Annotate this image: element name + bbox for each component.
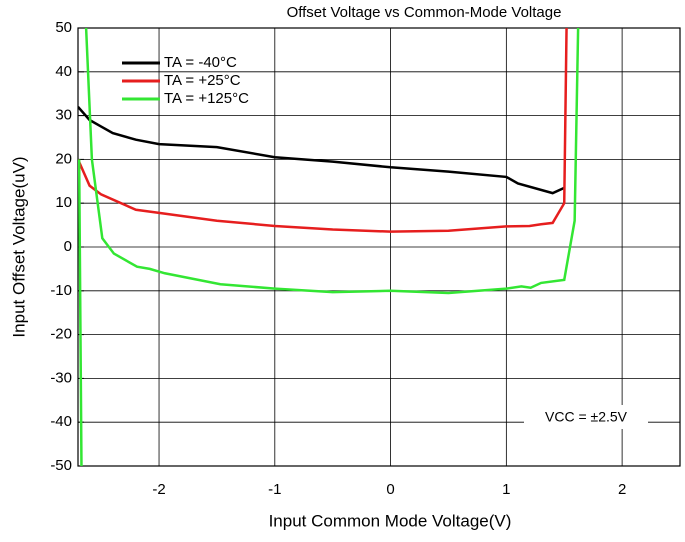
legend-label: TA = -40°C <box>164 54 237 71</box>
annotation-bg <box>524 405 648 429</box>
y-tick-label: 30 <box>55 107 72 124</box>
y-tick-label: 0 <box>64 238 72 255</box>
plot-frame <box>77 27 681 467</box>
series-line <box>78 28 568 233</box>
x-tick-label: 0 <box>386 481 394 498</box>
x-tick-label: -1 <box>268 481 281 498</box>
y-tick-label: 40 <box>55 63 72 80</box>
y-tick-label: -40 <box>50 413 72 430</box>
y-tick-label: -10 <box>50 282 72 299</box>
legend-label: TA = +25°C <box>164 72 241 89</box>
x-tick-label: -2 <box>152 481 165 498</box>
x-axis-label: Input Common Mode Voltage(V) <box>269 511 512 530</box>
y-tick-label: -50 <box>50 457 72 474</box>
y-axis-label: Input Offset Voltage(uV) <box>9 156 28 337</box>
series-line <box>78 28 580 466</box>
chart-title: Offset Voltage vs Common-Mode Voltage <box>287 4 562 21</box>
y-tick-label: -20 <box>50 326 72 343</box>
y-tick-label: 50 <box>55 19 72 36</box>
plot-area <box>78 28 580 466</box>
x-tick-label: 1 <box>502 481 510 498</box>
y-tick-label: 20 <box>55 150 72 167</box>
series-line <box>78 106 565 195</box>
annotation: VCC = ±2.5V <box>545 409 628 425</box>
x-tick-label: 2 <box>618 481 626 498</box>
y-tick-label: 10 <box>55 194 72 211</box>
y-tick-label: -30 <box>50 369 72 386</box>
legend-label: TA = +125°C <box>164 90 249 107</box>
